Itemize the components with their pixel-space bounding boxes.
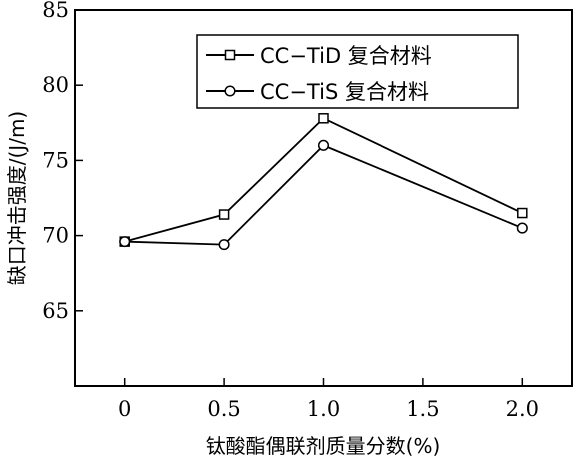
- series-1: [119, 113, 528, 247]
- legend-marker-2: [224, 85, 236, 97]
- series-2-point: [119, 236, 131, 248]
- y-tick-label: 85: [42, 0, 69, 22]
- series-1-point: [218, 209, 230, 220]
- legend: CC−TiD 复合材料 CC−TiS 复合材料: [196, 34, 519, 109]
- y-tick-label: 80: [42, 73, 69, 97]
- series-2-point: [516, 222, 528, 234]
- x-axis-label: 钛酸酯偶联剂质量分数(%): [206, 434, 441, 458]
- x-tick-label: 0: [118, 397, 131, 421]
- y-tick-label: 75: [42, 148, 69, 172]
- x-tick-label: 1.5: [406, 397, 439, 421]
- legend-marker-1: [224, 49, 236, 61]
- series-layer: [119, 113, 528, 251]
- x-tick-label: 1.0: [307, 397, 340, 421]
- y-tick-label: 65: [42, 299, 69, 323]
- x-tick-label: 2.0: [506, 397, 539, 421]
- series-2-point: [218, 239, 230, 251]
- y-tick-label: 70: [42, 224, 69, 248]
- series-2-line: [124, 144, 523, 246]
- series-1-line: [124, 117, 523, 243]
- y-axis-ticks: 65 70 75 80 85: [42, 0, 83, 323]
- x-tick-label: 0.5: [207, 397, 240, 421]
- legend-box: [196, 34, 519, 109]
- legend-label-2: CC−TiS 复合材料: [260, 80, 429, 104]
- series-2-point: [317, 139, 330, 151]
- series-1-point: [318, 113, 329, 124]
- series-2: [119, 139, 528, 251]
- series-1-point: [517, 207, 528, 219]
- legend-label-1: CC−TiD 复合材料: [260, 44, 432, 68]
- x-axis-ticks: 0 0.5 1.0 1.5 2.0: [118, 378, 539, 421]
- y-axis-label: 缺口冲击强度/(J/m): [5, 111, 29, 285]
